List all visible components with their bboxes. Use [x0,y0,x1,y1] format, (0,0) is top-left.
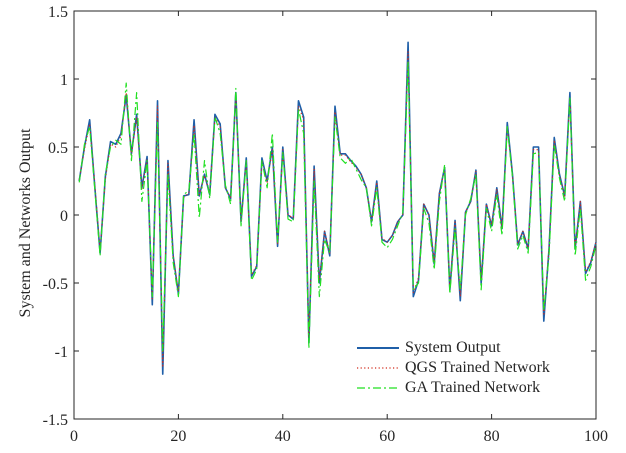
series-layer [78,41,597,375]
x-tick-label-1: 20 [170,428,186,445]
x-tick-label-0: 0 [70,428,78,445]
x-tick-label-5: 100 [584,428,608,445]
legend-label-ga-trained-network: GA Trained Network [405,379,541,396]
x-tick-label-3: 60 [379,428,395,445]
y-tick-label-1: -1 [55,344,68,361]
y-tick-label-2: -0.5 [43,276,68,293]
legend-swatch-ga-trained-network [357,387,399,389]
legend-swatch-system-output [357,347,399,349]
x-tick-label-4: 80 [484,428,500,445]
y-tick-label-0: -1.5 [43,412,68,429]
legend-label-system-output: System Output [405,339,501,356]
legend-item-qgs-trained-network: QGS Trained Network [347,358,585,378]
x-tick-label-2: 40 [275,428,291,445]
plot-area [73,10,597,420]
legend-swatch-qgs-trained-network [357,367,399,369]
y-axis-label: System and Networks Output [17,128,34,318]
tick-layer: 0 20 40 60 80 100 -1.5 -1 -0.5 0 0.5 1 1.5 [43,4,608,445]
y-tick-label-3: 0 [60,208,68,225]
legend-item-system-output: System Output [347,338,585,358]
legend-label-qgs-trained-network: QGS Trained Network [405,359,550,376]
y-tick-label-4: 0.5 [48,140,68,157]
legend-item-ga-trained-network: GA Trained Network [347,378,585,398]
y-tick-label-5: 1 [60,72,68,89]
legend: System Output QGS Trained Network GA Tra… [347,336,585,402]
y-tick-label-6: 1.5 [48,4,68,21]
